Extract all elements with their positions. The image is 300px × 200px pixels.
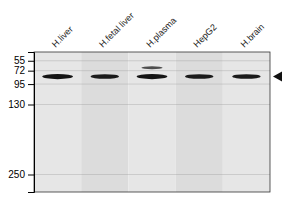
tick: H.fetal liver: [97, 10, 136, 52]
lane-background: [128, 52, 175, 192]
tick: H.liver: [50, 24, 75, 52]
band: [137, 74, 168, 79]
x-axis: H.liver H.fetal liverH.plasma HepG2 H.brain: [50, 10, 266, 52]
tick-label: 72: [14, 65, 26, 76]
axis-line: [28, 53, 35, 193]
band: [232, 74, 260, 79]
tick-mark: [28, 71, 34, 72]
tick-mark: [28, 175, 34, 176]
y-axis: 250 130 95 7255: [8, 53, 34, 193]
grid-line: [34, 174, 270, 175]
tick: 95: [14, 79, 34, 90]
plot: 250 130 95 7255 H.liver H.fetal liverH.plasma…: [8, 10, 282, 192]
tick: HepG2: [191, 22, 218, 52]
tick: 250: [8, 169, 34, 180]
lane-label: HepG2: [191, 22, 218, 49]
arrow: [273, 72, 282, 82]
tick-mark: [28, 84, 34, 85]
tick-mark: [28, 61, 34, 62]
tick-label: 95: [14, 79, 26, 90]
grid: [34, 61, 270, 175]
tick: H.brain: [239, 22, 267, 52]
lane-label: H.liver: [50, 24, 75, 49]
band: [42, 74, 73, 79]
plot-frame: [34, 52, 270, 192]
grid-line: [34, 60, 270, 61]
tick-label: 55: [14, 55, 26, 66]
tick: H.plasma: [144, 15, 178, 52]
band: [91, 74, 119, 79]
lane-background: [176, 52, 223, 192]
lanes: [34, 52, 270, 192]
tick: 130: [8, 99, 34, 110]
lane-background: [81, 52, 128, 192]
lane-background: [34, 52, 81, 192]
band: [185, 74, 213, 79]
grid-line: [34, 84, 270, 85]
tick: 55: [14, 55, 34, 66]
lane-label: H.brain: [239, 22, 267, 50]
lane-label: H.plasma: [144, 15, 178, 49]
tick: 72: [14, 65, 34, 76]
tick-label: 250: [8, 169, 25, 180]
chart: 250 130 95 7255 H.liver H.fetal liverH.plasma…: [0, 0, 300, 200]
tick-mark: [28, 105, 34, 106]
tick-label: 130: [8, 99, 25, 110]
grid-line: [34, 104, 270, 105]
lane-background: [223, 52, 270, 192]
bands: [42, 66, 260, 79]
grid-line: [34, 70, 270, 71]
lane-label: H.fetal liver: [97, 10, 136, 49]
band: [141, 66, 162, 69]
